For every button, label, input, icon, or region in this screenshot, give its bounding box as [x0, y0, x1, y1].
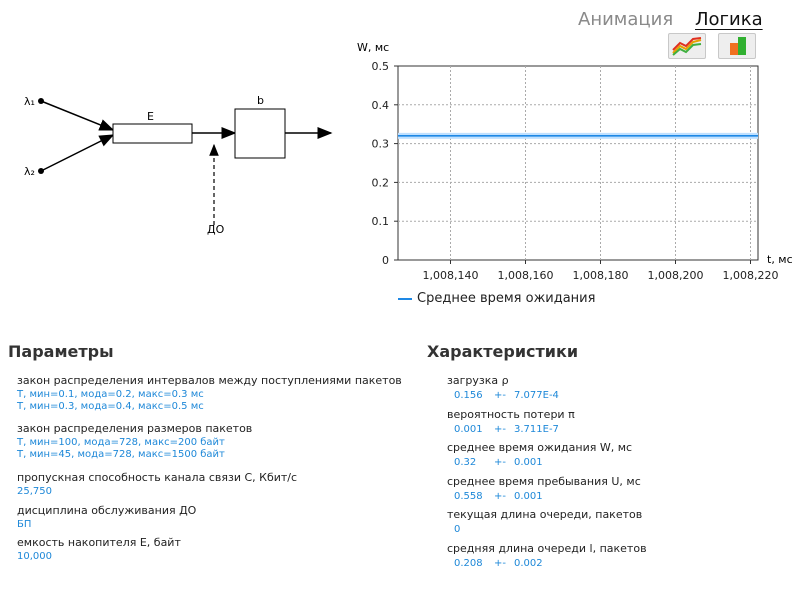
characteristic-label: загрузка ρ	[447, 374, 509, 387]
legend-swatch	[398, 297, 412, 300]
x-tick-label: 1,008,160	[498, 269, 554, 282]
characteristic-plus-minus: +-	[494, 390, 506, 401]
param-value: Т, мин=45, мода=728, макс=1500 байт	[17, 449, 225, 460]
y-tick-label: 0.4	[372, 99, 390, 112]
x-tick-label: 1,008,180	[573, 269, 629, 282]
y-tick-label: 0.2	[372, 176, 390, 189]
characteristic-error: 3.711E-7	[514, 423, 559, 435]
characteristic-value: 0	[454, 524, 461, 535]
characteristic-value: 0.32	[454, 457, 477, 468]
chart-legend: Среднее время ожидания	[398, 291, 595, 306]
queue-diagram: λ₁ λ₂ E b ДО	[24, 94, 333, 236]
y-tick-label: 0.5	[372, 60, 390, 73]
characteristic-error: 0.001	[514, 490, 543, 502]
characteristic-label: средняя длина очереди l, пакетов	[447, 541, 647, 555]
buffer-label: E	[147, 110, 154, 123]
control-label: ДО	[207, 223, 225, 236]
param-value: Т, мин=0.1, мода=0.2, макс=0.3 мс	[17, 389, 204, 400]
characteristic-value-row: 0	[454, 524, 574, 535]
param-value: Т, мин=100, мода=728, макс=200 байт	[17, 437, 225, 448]
characteristic-value: 0.208	[454, 557, 483, 569]
characteristic-label: вероятность потери π	[447, 407, 575, 421]
param-label: емкость накопителя Е, байт	[17, 536, 181, 549]
tab-animation[interactable]: Анимация	[578, 9, 674, 30]
lambda-2-label: λ₂	[24, 165, 35, 178]
param-value: 25,750	[17, 486, 52, 497]
characteristic-value-row: 0.001 +- 3.711E-7	[454, 424, 574, 435]
characteristics-title: Характеристики	[427, 342, 579, 361]
x-tick-label: 1,008,200	[648, 269, 704, 282]
characteristic-error: 0.002	[514, 557, 543, 569]
chart-y-axis-label: W, мс	[357, 41, 389, 54]
chart-x-axis-label: t, мс	[767, 253, 793, 266]
param-label: закон распределения интервалов между пос…	[17, 374, 402, 387]
y-tick-label: 0.1	[372, 215, 390, 228]
param-value: БП	[17, 519, 32, 530]
arrow-source-2	[40, 134, 115, 172]
x-tick-label: 1,008,140	[423, 269, 479, 282]
server-label: b	[257, 94, 264, 107]
characteristic-label: текущая длина очереди, пакетов	[447, 508, 643, 521]
characteristic-value-row: 0.32 +- 0.001	[454, 457, 574, 468]
characteristic-error: 0.001	[514, 457, 543, 468]
characteristic-plus-minus: +-	[494, 423, 506, 435]
param-label: пропускная способность канала связи С, К…	[17, 471, 298, 484]
characteristic-value-row: 0.558 +- 0.001	[454, 491, 574, 502]
characteristic-value: 0.001	[454, 423, 483, 435]
param-value: 10,000	[17, 551, 52, 562]
characteristic-value: 0.558	[454, 490, 483, 502]
y-tick-label: 0	[382, 254, 389, 267]
bar-chart-icon	[730, 37, 746, 55]
waiting-time-chart: W, мс t, мс 0 0.1 0.2 0.3 0.4 0.5 1,008,140 1,0…	[357, 41, 793, 282]
characteristic-value-row: 0.156 +- 7.077E-4	[454, 390, 574, 401]
param-label: закон распределения размеров пакетов	[17, 422, 253, 435]
line-chart-icon	[672, 37, 702, 56]
buffer-box	[112, 123, 193, 144]
y-tick-label: 0.3	[372, 138, 390, 151]
server-box	[234, 108, 286, 159]
characteristic-value: 0.156	[454, 390, 483, 401]
characteristic-error: 7.077E-4	[514, 390, 559, 401]
lambda-1-label: λ₁	[24, 95, 35, 108]
characteristic-plus-minus: +-	[494, 557, 506, 569]
x-tick-label: 1,008,220	[723, 269, 779, 282]
params-title: Параметры	[8, 342, 114, 361]
arrow-source-1	[40, 100, 115, 131]
legend-label: Среднее время ожидания	[417, 291, 596, 306]
line-chart-button[interactable]	[668, 33, 706, 59]
tab-logic[interactable]: Логика	[695, 9, 763, 30]
characteristic-value-row: 0.208 +- 0.002	[454, 558, 574, 569]
plot-area	[397, 65, 759, 261]
param-label: дисциплина обслуживания ДО	[17, 504, 197, 517]
characteristic-plus-minus: +-	[494, 490, 506, 502]
bar-chart-button[interactable]	[718, 33, 756, 59]
characteristic-plus-minus: +-	[494, 457, 506, 468]
characteristic-label: среднее время пребывания U, мс	[447, 474, 641, 488]
param-value: Т, мин=0.3, мода=0.4, макс=0.5 мс	[17, 401, 204, 412]
characteristic-label: среднее время ожидания W, мс	[447, 441, 633, 454]
